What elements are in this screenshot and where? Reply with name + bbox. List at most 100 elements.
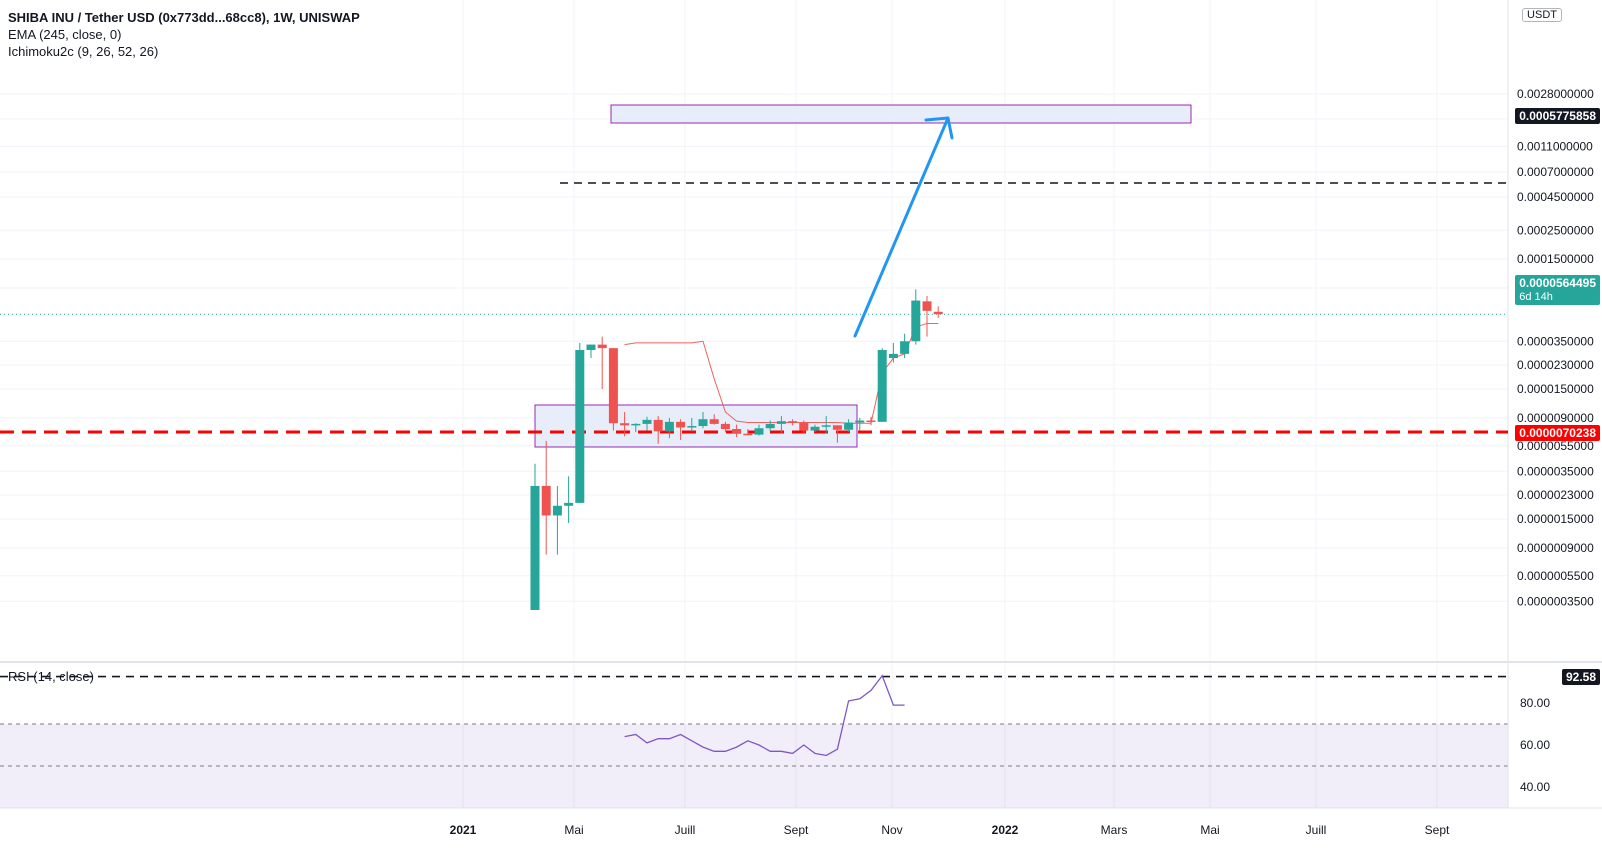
candle-body	[855, 420, 865, 423]
time-tick-label: Mai	[564, 823, 583, 837]
projection-arrow	[853, 116, 950, 338]
candle	[530, 463, 540, 610]
candle-body	[776, 421, 786, 424]
candle	[631, 423, 641, 433]
ichimoku-indicator-label[interactable]: Ichimoku2c (9, 26, 52, 26)	[8, 44, 159, 59]
candle	[911, 289, 921, 345]
candle-body	[608, 348, 618, 424]
candle	[855, 417, 865, 431]
price-tick-label: 0.0000150000	[1517, 382, 1594, 396]
projection-arrowhead	[924, 116, 954, 140]
candle	[608, 348, 618, 431]
candle	[900, 333, 910, 359]
candle-body	[709, 419, 719, 424]
candle	[765, 420, 775, 432]
candle-body	[653, 419, 663, 432]
candle	[933, 306, 943, 318]
target-box	[610, 104, 1192, 124]
quote-unit-badge[interactable]: USDT	[1522, 8, 1562, 22]
time-tick-label: Nov	[881, 823, 902, 837]
candle	[720, 421, 730, 433]
candle-body	[799, 422, 809, 431]
price-tick-label: 0.0000005500	[1517, 569, 1594, 583]
candle-body	[597, 344, 607, 349]
candle-body	[720, 423, 730, 429]
candle-body	[922, 301, 932, 311]
candle-body	[810, 426, 820, 431]
candle-body	[866, 420, 876, 423]
candle	[866, 416, 876, 426]
price-tick-label: 0.0007000000	[1517, 165, 1594, 179]
candle	[698, 412, 708, 429]
price-tick-label: 0.0000035000	[1517, 464, 1594, 478]
candle	[597, 336, 607, 390]
candle-body	[642, 419, 652, 424]
time-tick-label: Mars	[1101, 823, 1128, 837]
candle-body	[888, 353, 898, 359]
price-tick-label: 0.0000230000	[1517, 358, 1594, 372]
rsi-indicator-label[interactable]: RSI (14, close)	[8, 669, 94, 684]
candle-body	[541, 485, 551, 516]
candle-body	[664, 421, 674, 432]
candle-body	[765, 423, 775, 429]
candle	[743, 428, 753, 436]
time-tick-label: 2022	[992, 823, 1019, 837]
current-price-tag: 0.0000564495 6d 14h	[1515, 275, 1600, 305]
candle	[810, 424, 820, 433]
candle-body	[575, 349, 585, 503]
price-tick-label: 0.0002500000	[1517, 223, 1594, 237]
price-tick-label: 0.0001500000	[1517, 252, 1594, 266]
price-tick-label: 0.0000023000	[1517, 488, 1594, 502]
candle	[564, 476, 574, 524]
time-tick-label: Sept	[1425, 823, 1450, 837]
candle-body	[732, 428, 742, 434]
candle	[821, 416, 831, 434]
candle	[788, 419, 798, 426]
candle-body	[530, 485, 540, 610]
candle	[676, 419, 686, 440]
time-tick-label: Juill	[1306, 823, 1327, 837]
price-tick-label: 0.0000015000	[1517, 512, 1594, 526]
candle	[922, 296, 932, 337]
time-tick-label: Sept	[784, 823, 809, 837]
current-price-value: 0.0000564495	[1519, 276, 1596, 290]
candle	[642, 416, 652, 431]
candle	[888, 342, 898, 363]
candle	[877, 348, 887, 422]
candle-body	[788, 421, 798, 423]
candle	[832, 425, 842, 443]
rsi-tick-label: 60.00	[1520, 738, 1550, 752]
candle	[620, 412, 630, 437]
candle	[541, 440, 551, 555]
candle	[709, 414, 719, 425]
price-tick-label: 0.0028000000	[1517, 87, 1594, 101]
ema-indicator-label[interactable]: EMA (245, close, 0)	[8, 27, 122, 42]
candle-body	[743, 433, 753, 436]
candle-body	[832, 425, 842, 430]
candle	[844, 419, 854, 433]
candle-body	[900, 341, 910, 354]
candle-body	[676, 421, 686, 428]
time-tick-label: 2021	[450, 823, 477, 837]
candle-body	[877, 349, 887, 422]
rsi-level-tag: 92.58	[1561, 669, 1600, 685]
rsi-line	[624, 674, 905, 757]
candle-body	[821, 425, 831, 427]
candle-body	[698, 419, 708, 427]
price-tick-label: 0.0011000000	[1517, 140, 1593, 154]
candle	[732, 424, 742, 438]
candle	[664, 417, 674, 439]
price-tick-label: 0.0000350000	[1517, 334, 1594, 348]
price-tick-label: 0.0000009000	[1517, 541, 1594, 555]
price-tick-label: 0.0004500000	[1517, 190, 1594, 204]
candle	[575, 342, 585, 503]
candle	[653, 416, 663, 444]
candle-body	[687, 426, 697, 428]
time-tick-label: Juill	[675, 823, 696, 837]
chart-legend: SHIBA INU / Tether USD (0x773dd...68cc8)…	[8, 9, 360, 60]
candle-body	[933, 311, 943, 315]
candle	[687, 417, 697, 432]
target-price-tag: 0.0005775858	[1515, 108, 1600, 124]
symbol-title[interactable]: SHIBA INU / Tether USD (0x773dd...68cc8)…	[8, 10, 360, 25]
